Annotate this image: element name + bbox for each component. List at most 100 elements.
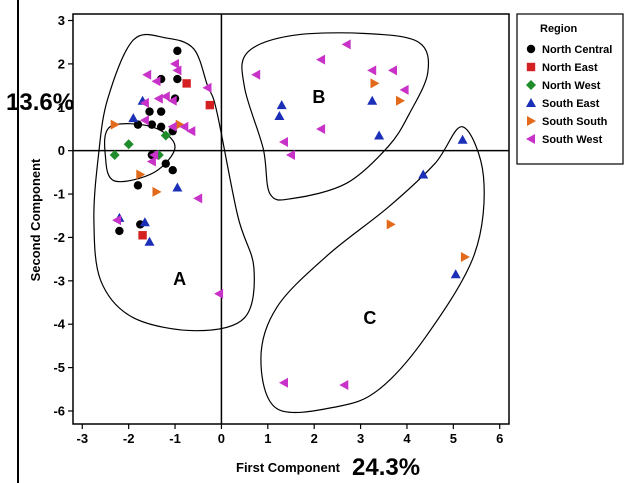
legend-label-south-west: South West — [542, 134, 603, 146]
y-variance-label: 13.6% — [6, 89, 74, 116]
point-south-east — [139, 217, 150, 227]
point-south-west — [286, 150, 295, 160]
point-south-west — [279, 377, 288, 388]
x-tick-label: 5 — [450, 431, 457, 446]
point-south-east — [128, 113, 139, 123]
x-axis-title: First Component — [236, 460, 341, 475]
point-south-west — [251, 69, 261, 80]
point-south-east — [274, 111, 285, 120]
point-south-south — [136, 169, 146, 180]
y-tick-label: -4 — [53, 317, 65, 332]
y-axis-ticks: 3 2 1 0 -1 -2 -3 -4 -5 -6 — [53, 13, 73, 418]
y-tick-label: 3 — [58, 13, 65, 28]
point-south-south — [370, 78, 380, 89]
x-variance-label: 24.3% — [352, 454, 420, 481]
legend-label-south-south: South South — [542, 116, 608, 128]
x-tick-label: 6 — [496, 431, 503, 446]
point-south-west — [388, 65, 397, 76]
point-north-central — [145, 107, 154, 116]
outline-b — [241, 32, 430, 201]
x-tick-label: 3 — [357, 431, 364, 446]
data-points — [109, 39, 470, 390]
point-north-east — [138, 231, 147, 240]
point-north-central — [173, 74, 182, 84]
legend-label-north-east: North East — [542, 62, 598, 74]
point-south-west — [316, 54, 326, 65]
y-tick-label: -3 — [53, 273, 65, 288]
legend-marker-north-west — [526, 80, 536, 90]
point-south-south — [386, 219, 396, 230]
point-north-west — [123, 139, 134, 150]
point-south-west — [139, 97, 149, 108]
y-tick-label: -6 — [53, 403, 65, 418]
point-north-central — [133, 181, 143, 190]
point-south-east — [374, 130, 385, 140]
point-south-west — [193, 193, 203, 204]
y-tick-label: -5 — [53, 360, 65, 375]
point-south-west — [170, 58, 179, 69]
y-tick-label: -1 — [53, 187, 65, 202]
legend-label-south-east: South East — [542, 98, 600, 110]
legend-marker-south-west — [526, 134, 535, 144]
legend-label-north-west: North West — [542, 80, 601, 92]
group-label-b: B — [312, 87, 325, 107]
point-south-south — [152, 186, 162, 197]
point-south-west — [146, 156, 156, 167]
group-labels: A B C — [173, 87, 376, 328]
x-tick-label: -3 — [76, 431, 88, 446]
legend-marker-south-east — [526, 98, 536, 107]
x-tick-label: 2 — [311, 431, 318, 446]
point-south-east — [457, 134, 468, 144]
legend-marker-north-central — [526, 44, 536, 54]
point-south-west — [367, 65, 377, 76]
point-south-west — [112, 215, 122, 226]
legend: Region North Central North East North West… — [516, 13, 624, 165]
point-north-central — [156, 107, 166, 116]
y-tick-label: 0 — [58, 143, 65, 158]
point-north-central — [147, 120, 157, 129]
point-south-west — [341, 39, 351, 50]
x-tick-label: 0 — [218, 431, 225, 446]
point-south-west — [179, 121, 189, 132]
x-tick-label: -2 — [123, 431, 135, 446]
outline-c — [260, 126, 485, 414]
legend-marker-south-south — [527, 116, 536, 126]
legend-items: North Central North East North West South E… — [526, 44, 612, 146]
point-north-east — [182, 79, 191, 88]
point-south-west — [139, 115, 149, 126]
legend-label-north-central: North Central — [542, 44, 612, 56]
point-north-central — [156, 122, 166, 132]
point-south-west — [279, 137, 288, 147]
point-south-east — [450, 269, 461, 279]
point-south-west — [214, 288, 224, 299]
point-south-west — [153, 93, 163, 104]
point-south-west — [142, 69, 152, 80]
point-north-central — [173, 46, 182, 56]
point-north-west — [160, 130, 171, 141]
point-north-east — [205, 100, 215, 110]
point-south-west — [167, 95, 177, 106]
point-south-west — [149, 150, 159, 160]
point-south-east — [367, 95, 378, 105]
point-south-south — [396, 95, 405, 106]
point-south-west — [167, 121, 177, 132]
x-tick-label: -1 — [169, 431, 181, 446]
point-north-central — [168, 165, 177, 175]
point-south-west — [202, 82, 212, 93]
point-south-west — [316, 124, 326, 134]
point-south-east — [418, 169, 429, 179]
legend-marker-north-east — [526, 62, 536, 72]
y-axis-title: Second Component — [28, 158, 43, 281]
point-south-west — [151, 76, 161, 87]
plot-frame — [72, 13, 510, 425]
point-south-east — [172, 182, 183, 192]
point-south-south — [460, 252, 470, 262]
point-south-west — [160, 91, 170, 102]
point-south-west — [399, 84, 409, 95]
y-tick-label: 2 — [58, 56, 65, 71]
point-south-south — [175, 119, 185, 130]
y-tick-label: 1 — [58, 100, 65, 115]
reference-lines — [73, 14, 509, 424]
group-label-c: C — [363, 308, 376, 328]
